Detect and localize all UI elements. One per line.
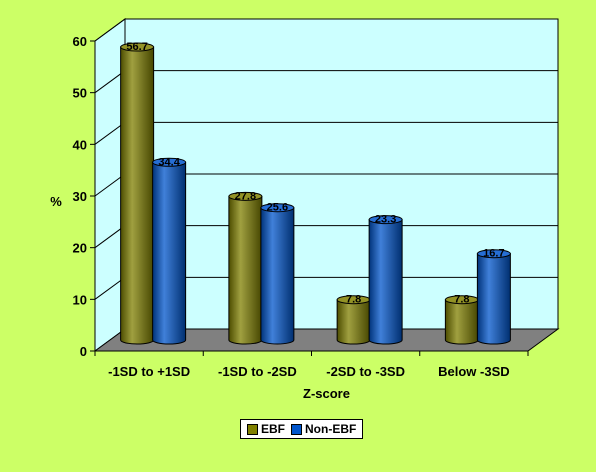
- y-tick-label-40: 40: [73, 137, 87, 152]
- bar-top-ebf-0: [120, 42, 155, 52]
- bar-ebf-1: [228, 195, 263, 345]
- bar-ebf-3: [444, 299, 479, 345]
- x-tick-label-3: Below -3SD: [438, 364, 510, 379]
- bar-top-non-ebf-2: [368, 215, 403, 225]
- bar-top-non-ebf-1: [260, 203, 295, 213]
- data-label-ebf-1: 27.8: [235, 190, 256, 202]
- bar-non-ebf-2: [368, 219, 403, 345]
- y-axis-title: %: [50, 194, 62, 209]
- gridline-60: [94, 18, 558, 42]
- data-label-ebf-0: 56.7: [126, 41, 147, 53]
- y-tick-label-60: 60: [73, 34, 87, 49]
- bar-non-ebf-1: [260, 207, 295, 345]
- legend-swatch-ebf: [247, 423, 258, 435]
- data-label-non-ebf-2: 23.3: [375, 214, 396, 226]
- bar-top-non-ebf-3: [476, 249, 511, 259]
- data-label-non-ebf-3: 16.7: [483, 248, 504, 260]
- legend: EBF Non-EBF: [240, 419, 364, 439]
- legend-label-non-ebf: Non-EBF: [305, 422, 357, 436]
- bar-non-ebf-3: [476, 253, 511, 345]
- bar-ebf-2: [336, 299, 371, 345]
- x-tick-label-1: -1SD to -2SD: [218, 364, 297, 379]
- x-tick-label-2: -2SD to -3SD: [326, 364, 405, 379]
- y-tick-label-30: 30: [73, 189, 87, 204]
- bar-non-ebf-0: [152, 161, 187, 345]
- legend-item-non-ebf: Non-EBF: [291, 422, 356, 436]
- legend-swatch-non-ebf: [291, 423, 302, 435]
- x-tick-label-0: -1SD to +1SD: [108, 364, 190, 379]
- y-tick-label-20: 20: [73, 241, 87, 256]
- bar-top-non-ebf-0: [152, 157, 187, 167]
- y-tick-label-10: 10: [73, 292, 87, 307]
- y-tick-label-50: 50: [73, 86, 87, 101]
- data-label-non-ebf-0: 34.4: [158, 156, 180, 168]
- bar-ebf-0: [120, 46, 155, 345]
- data-label-ebf-3: 7.8: [454, 294, 469, 306]
- data-label-ebf-2: 7.8: [346, 294, 361, 306]
- legend-item-ebf: EBF: [247, 422, 285, 436]
- bar-top-ebf-1: [228, 191, 263, 201]
- legend-label-ebf: EBF: [261, 422, 285, 436]
- y-tick-label-0: 0: [80, 344, 87, 359]
- data-label-non-ebf-1: 25.6: [267, 202, 288, 214]
- x-axis-title: Z-score: [303, 386, 350, 401]
